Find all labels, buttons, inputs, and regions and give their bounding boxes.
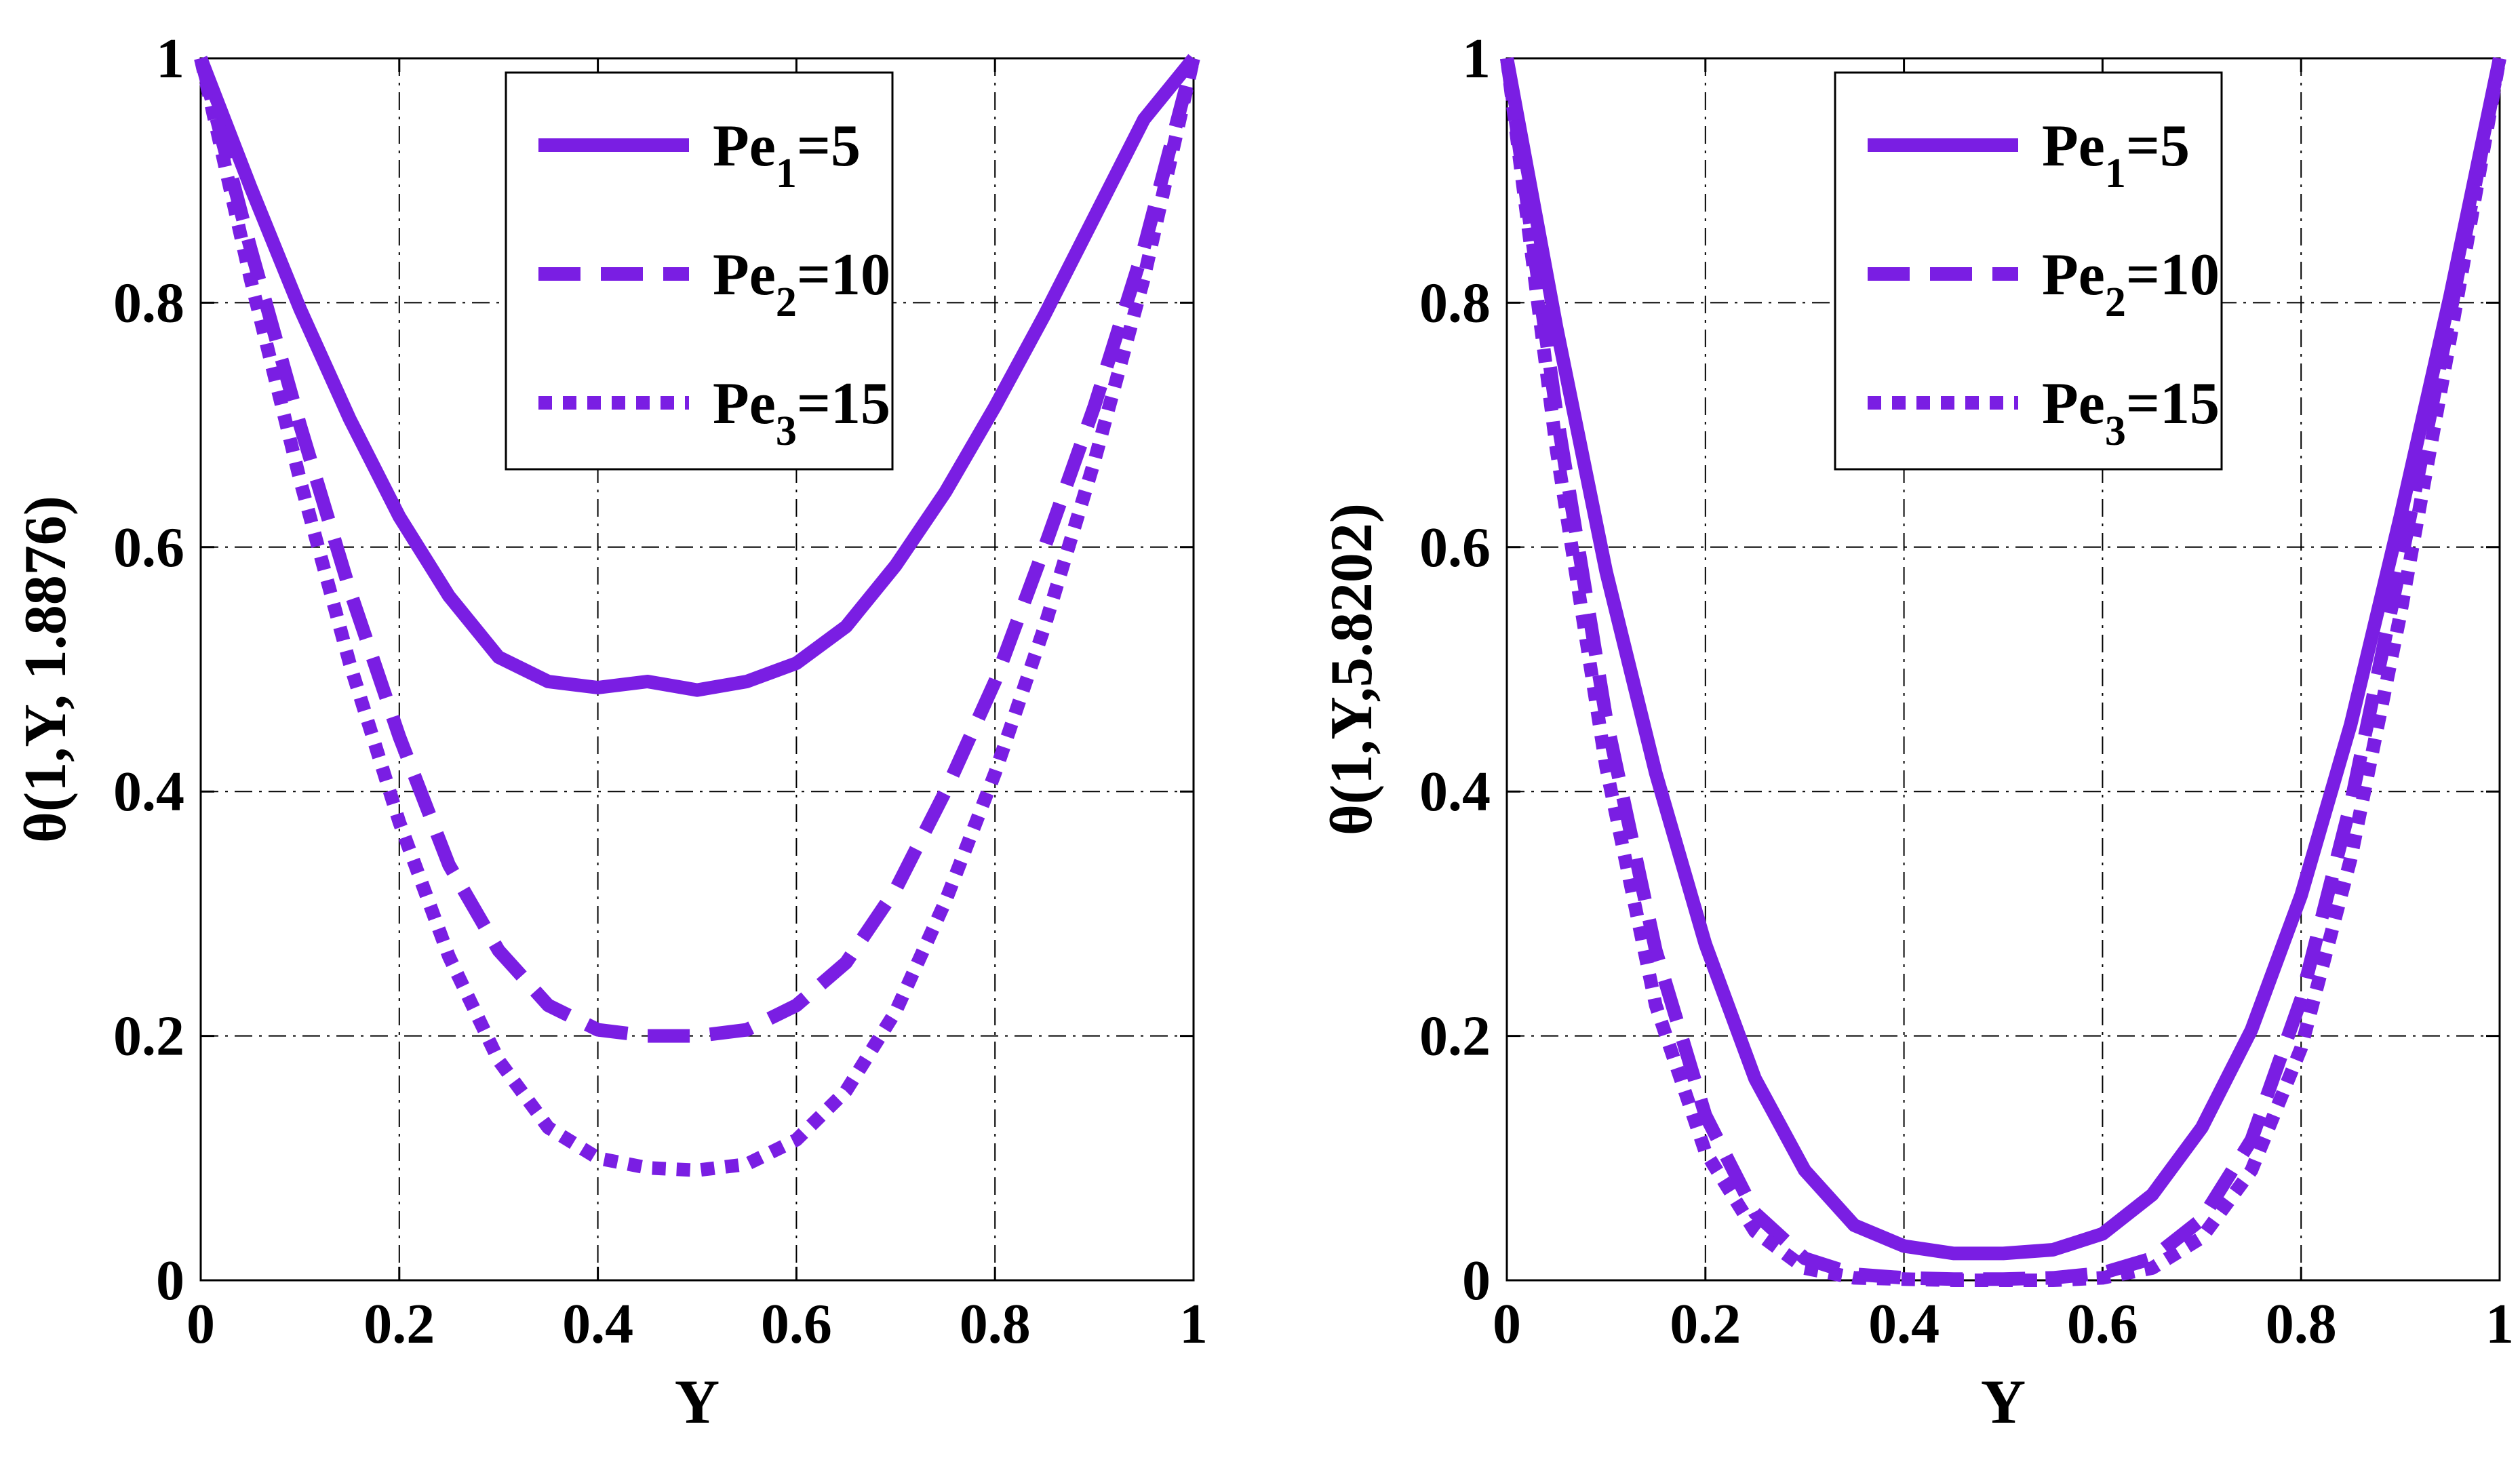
y-tick-label: 0.4 — [1419, 760, 1491, 823]
x-tick-label: 0.2 — [363, 1293, 435, 1356]
legend-label-value: =10 — [2126, 242, 2220, 308]
series-line-solid — [1500, 56, 2506, 1261]
y-axis-label: θ(1,Y, 1.8876) — [13, 496, 79, 843]
legend-label-base: Pe — [2042, 242, 2105, 308]
y-tick-label: 0 — [156, 1249, 184, 1312]
series-line-dashed — [194, 56, 1200, 1043]
legend-label: Pe2=10 — [2042, 242, 2220, 325]
legend-label-base: Pe — [713, 113, 776, 179]
x-tick-label: 0.2 — [1670, 1293, 1741, 1356]
legend-label-value: =5 — [2126, 113, 2190, 179]
y-tick-label: 1 — [156, 27, 184, 90]
legend-label: Pe2=10 — [713, 242, 890, 325]
legend-label-value: =10 — [797, 242, 890, 308]
left-plot: 0 0.2 0.4 0.6 0.8 1 0 0.2 0.4 0.6 0.8 1 Yθ(1,Y, 1.88… — [13, 27, 1208, 1436]
y-axis-label: θ(1,Y,5.8202) — [1319, 503, 1385, 835]
x-axis-label: Y — [1981, 1367, 2026, 1436]
x-tick-label: 0.8 — [2266, 1293, 2337, 1356]
y-tick-label: 0.4 — [113, 760, 184, 823]
axes-frame — [199, 57, 1195, 1282]
series-line-dotted — [1500, 57, 2506, 1287]
legend-label-subscript: 1 — [2105, 151, 2126, 197]
x-tick-label: 0.4 — [1868, 1293, 1940, 1356]
x-tick-label: 0 — [186, 1293, 215, 1356]
legend-label-subscript: 1 — [776, 151, 797, 197]
legend-label-subscript: 2 — [2105, 279, 2126, 325]
legend-label-base: Pe — [713, 242, 776, 308]
legend-label-subscript: 2 — [776, 279, 797, 325]
x-tick-label: 1 — [1179, 1293, 1208, 1356]
x-tick-label: 0 — [1493, 1293, 1521, 1356]
y-tick-label: 0.8 — [1419, 271, 1491, 334]
right-plot: 0 0.2 0.4 0.6 0.8 1 0 0.2 0.4 0.6 0.8 1 Yθ(1,Y,5.820… — [1319, 27, 2514, 1436]
legend-label: Pe3=15 — [713, 371, 890, 454]
x-tick-label: 0.4 — [562, 1293, 633, 1356]
legend-label: Pe3=15 — [2042, 371, 2220, 454]
legend-label-subscript: 3 — [776, 408, 797, 454]
x-tick-label: 0.6 — [2067, 1293, 2138, 1356]
legend-label: Pe1=5 — [713, 113, 861, 197]
y-tick-label: 0 — [1462, 1249, 1491, 1312]
y-tick-label: 0.8 — [113, 271, 184, 334]
legend-label-base: Pe — [2042, 113, 2105, 179]
y-tick-label: 0.6 — [1419, 516, 1491, 579]
legend-label-subscript: 3 — [2105, 408, 2126, 454]
x-tick-label: 0.6 — [761, 1293, 832, 1356]
legend-label-value: =5 — [797, 113, 861, 179]
y-tick-label: 1 — [1462, 27, 1491, 90]
legend-label: Pe1=5 — [2042, 113, 2190, 197]
legend-label-value: =15 — [797, 371, 890, 437]
series-line-solid — [194, 54, 1199, 697]
x-axis-label: Y — [675, 1367, 720, 1436]
y-tick-label: 0.2 — [113, 1005, 184, 1068]
x-tick-label: 0.8 — [960, 1293, 1031, 1356]
y-tick-label: 0.2 — [1419, 1005, 1491, 1068]
legend-label-base: Pe — [713, 371, 776, 437]
legend-label-value: =15 — [2126, 371, 2220, 437]
legend-label-base: Pe — [2042, 371, 2105, 437]
y-tick-label: 0.6 — [113, 516, 184, 579]
x-tick-label: 1 — [2485, 1293, 2514, 1356]
